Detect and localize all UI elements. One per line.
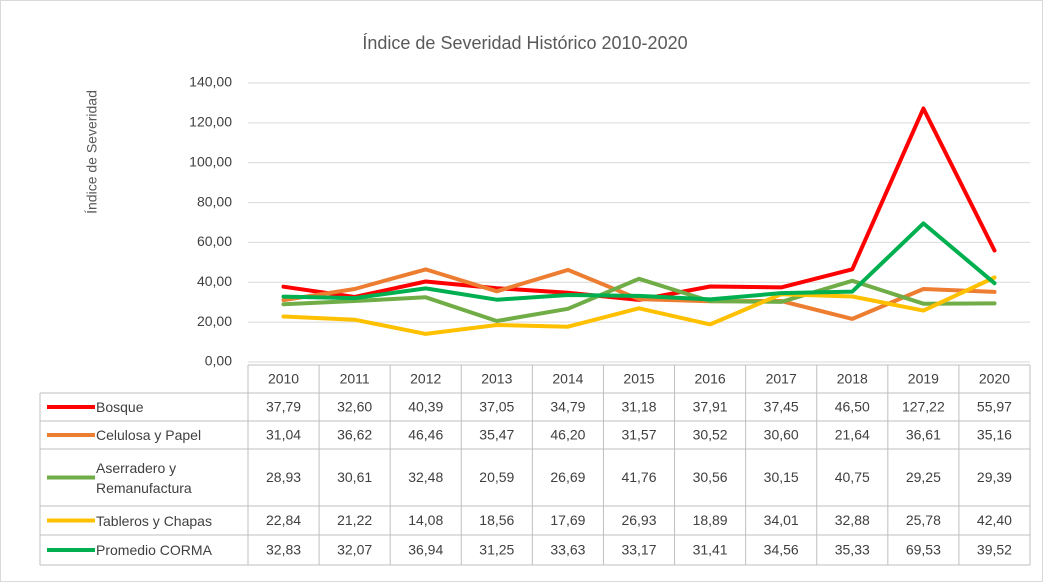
table-value: 31,41 [693, 542, 728, 558]
table-value: 31,25 [479, 542, 514, 558]
table-value: 32,60 [337, 399, 372, 415]
y-axis-title: Índice de Severidad [84, 90, 100, 214]
table-value: 32,88 [835, 512, 870, 528]
table-value: 37,05 [479, 399, 514, 415]
table-value: 29,39 [977, 469, 1012, 485]
table-value: 37,91 [693, 399, 728, 415]
table-value: 25,78 [906, 512, 941, 528]
series-line [281, 267, 997, 321]
table-value: 33,17 [621, 542, 656, 558]
y-tick-label: 100,00 [189, 153, 232, 169]
table-value: 34,79 [550, 399, 585, 415]
table-value: 28,93 [266, 469, 301, 485]
table-value: 30,61 [337, 469, 372, 485]
table-value: 37,45 [764, 399, 799, 415]
table-value: 18,56 [479, 512, 514, 528]
table-value: 20,59 [479, 469, 514, 485]
table-value: 31,18 [621, 399, 656, 415]
table-value: 31,04 [266, 427, 301, 443]
legend-label: Promedio CORMA [96, 542, 212, 558]
table-value: 30,56 [693, 469, 728, 485]
y-tick-label: 20,00 [197, 313, 232, 329]
x-tick-label: 2011 [340, 371, 370, 387]
x-tick-label: 2018 [837, 371, 868, 387]
table-value: 35,16 [977, 427, 1012, 443]
table-value: 127,22 [902, 399, 945, 415]
table-value: 18,89 [693, 512, 728, 528]
table-value: 36,61 [906, 427, 941, 443]
series-line [281, 275, 997, 336]
table-value: 36,62 [337, 427, 372, 443]
table-value: 29,25 [906, 469, 941, 485]
y-tick-label: 60,00 [197, 233, 232, 249]
x-tick-label: 2010 [268, 371, 299, 387]
y-tick-label: 120,00 [189, 114, 232, 130]
table-value: 36,94 [408, 542, 443, 558]
table-value: 14,08 [408, 512, 443, 528]
table-value: 32,07 [337, 542, 372, 558]
y-tick-label: 0,00 [205, 353, 232, 369]
table-value: 46,20 [550, 427, 585, 443]
legend-label: Aserradero y Remanufactura [96, 459, 192, 496]
table-value: 46,46 [408, 427, 443, 443]
table-value: 35,33 [835, 542, 870, 558]
table-value: 26,93 [621, 512, 656, 528]
table-value: 32,83 [266, 542, 301, 558]
table-value: 30,60 [764, 427, 799, 443]
x-tick-label: 2015 [623, 371, 654, 387]
legend-label: Tableros y Chapas [96, 512, 212, 529]
x-tick-label: 2016 [695, 371, 726, 387]
table-value: 32,48 [408, 469, 443, 485]
x-tick-label: 2019 [908, 371, 939, 387]
y-tick-label: 140,00 [189, 74, 232, 90]
x-tick-label: 2014 [552, 371, 583, 387]
legend-label: Celulosa y Papel [96, 427, 202, 443]
table-value: 55,97 [977, 399, 1012, 415]
table-value: 40,75 [835, 469, 870, 485]
table-value: 41,76 [621, 469, 656, 485]
table-value: 17,69 [550, 512, 585, 528]
table-value: 39,52 [977, 542, 1012, 558]
table-value: 40,39 [408, 399, 443, 415]
x-tick-label: 2017 [766, 371, 797, 387]
table-value: 37,79 [266, 399, 301, 415]
legend-label: Bosque [96, 399, 144, 415]
table-value: 42,40 [977, 512, 1012, 528]
x-tick-label: 2020 [979, 371, 1010, 387]
series-line [281, 276, 997, 323]
table-value: 30,52 [693, 427, 728, 443]
table-value: 21,64 [835, 427, 870, 443]
table-value: 34,01 [764, 512, 799, 528]
table-value: 21,22 [337, 512, 372, 528]
y-tick-label: 80,00 [197, 193, 232, 209]
table-value: 34,56 [764, 542, 799, 558]
chart-title: Índice de Severidad Histórico 2010-2020 [362, 33, 687, 53]
table-value: 35,47 [479, 427, 514, 443]
table-value: 33,63 [550, 542, 585, 558]
series-line [281, 221, 997, 302]
table-value: 31,57 [621, 427, 656, 443]
y-tick-label: 40,00 [197, 273, 232, 289]
x-tick-label: 2012 [410, 371, 441, 387]
table-value: 26,69 [550, 469, 585, 485]
table-value: 22,84 [266, 512, 301, 528]
x-tick-label: 2013 [481, 371, 512, 387]
table-value: 30,15 [764, 469, 799, 485]
table-value: 46,50 [835, 399, 870, 415]
table-value: 69,53 [906, 542, 941, 558]
